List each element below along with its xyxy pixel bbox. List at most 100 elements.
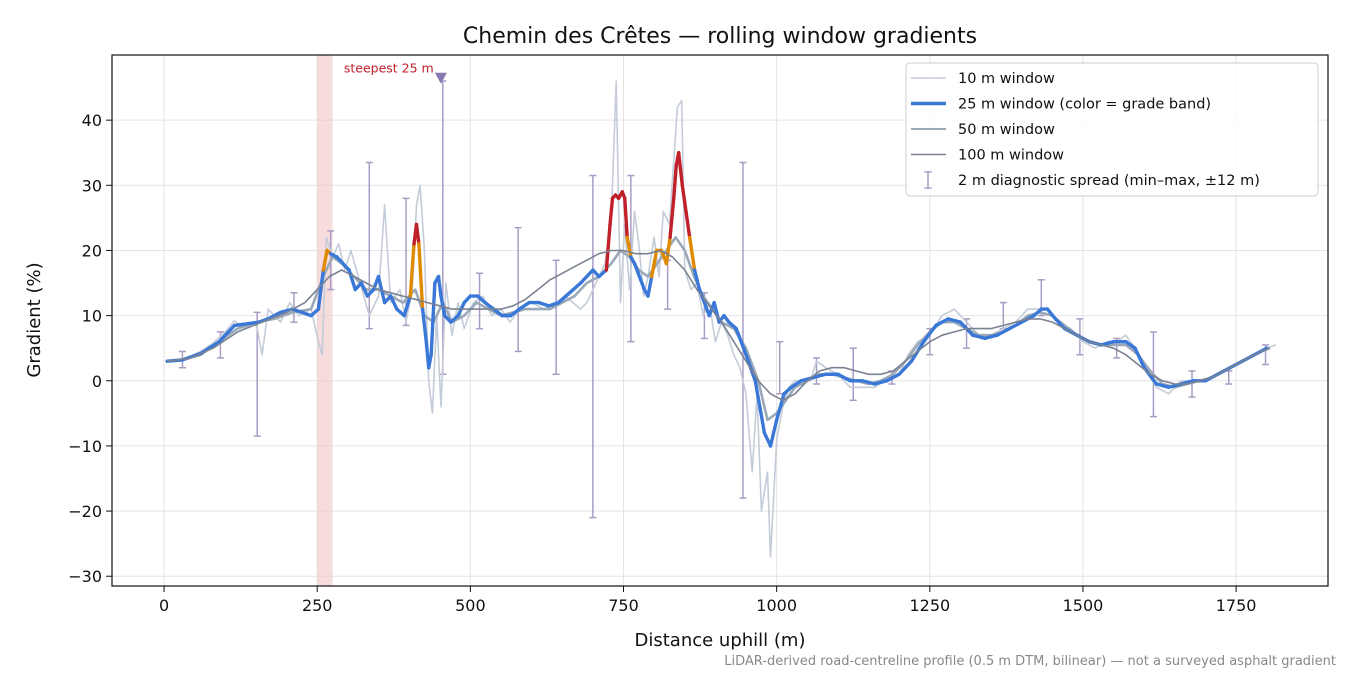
- series-25m-segment-27: [402, 294, 413, 318]
- errorbar-9: [514, 226, 522, 353]
- series-25m-segment-129: [1133, 346, 1146, 370]
- series-25m-segment-3: [217, 323, 237, 344]
- series-25m-segment-66: [623, 196, 629, 240]
- errorbar-8: [476, 272, 484, 330]
- series-25m-segment-105: [860, 379, 877, 386]
- series-25m-segment-20: [359, 281, 370, 298]
- legend-label-1: 25 m window (color = grade band): [958, 97, 1211, 113]
- footnote: LiDAR-derived road-centreline profile (0…: [724, 654, 1336, 669]
- steepest-marker: [434, 72, 447, 84]
- legend-entry-2: 50 m window: [911, 122, 1055, 138]
- x-tick-label-4: 1000: [756, 596, 797, 615]
- legend-entry-4: 2 m diagnostic spread (min–max, ±12 m): [924, 171, 1260, 189]
- series-25m-segment-76: [664, 235, 672, 266]
- legend-entry-3: 100 m window: [911, 148, 1064, 164]
- series-line-100m: [167, 249, 1271, 402]
- series-25m-segment-116: [995, 326, 1012, 337]
- series-25m-segment-30: [414, 222, 421, 246]
- series-25m-segment-28: [408, 242, 416, 298]
- x-tick-label-5: 1250: [909, 596, 950, 615]
- plot-frame: [111, 54, 1329, 587]
- series-25m-segment-23: [376, 274, 387, 305]
- series-25m-segment-51: [537, 300, 551, 308]
- y-axis-ticks: −30 −20 −10 0 10 20 30 40: [68, 111, 112, 586]
- series-25m-segment-114: [970, 333, 987, 341]
- x-tick-label-2: 500: [455, 596, 486, 615]
- series-25m-segment-52: [547, 300, 561, 308]
- x-tick-label-7: 1750: [1216, 596, 1257, 615]
- errorbar-10: [552, 259, 560, 376]
- errorbar-15: [739, 161, 747, 499]
- legend-label-0: 10 m window: [958, 71, 1055, 87]
- legend-entry-1: 25 m window (color = grade band): [911, 97, 1211, 113]
- series-25m-segment-77: [668, 196, 676, 240]
- series-25m-segment-37: [436, 274, 443, 298]
- series-25m-segment-4: [232, 321, 252, 328]
- legend: 10 m window 25 m window (color = grade ba…: [905, 62, 1319, 197]
- series-25m-segment-110: [921, 323, 938, 344]
- chart-title: Chemin des Crêtes — rolling window gradi…: [463, 24, 977, 49]
- series-25m-segment-106: [872, 379, 889, 386]
- series-25m-segment-18: [347, 268, 357, 292]
- errorbar-2: [253, 311, 261, 437]
- legend-box: [905, 62, 1319, 197]
- y-tick-label-2: −10: [68, 437, 102, 456]
- series-25m-segment-128: [1124, 339, 1137, 350]
- series-25m-segment-49: [517, 300, 531, 311]
- series-lines: [165, 80, 1277, 558]
- x-tick-label-1: 250: [302, 596, 333, 615]
- legend-entry-0: 10 m window: [911, 71, 1055, 87]
- x-axis-label: Distance uphill (m): [635, 630, 806, 651]
- steepest-window-band: [317, 55, 333, 586]
- series-25m-segment-35: [429, 281, 437, 357]
- errorbar-18: [849, 347, 857, 402]
- series-25m-segment-115: [983, 333, 999, 341]
- series-25m-segment-84: [692, 268, 702, 292]
- series-25m-segment-46: [491, 307, 504, 318]
- series-25m-segment-107: [885, 372, 901, 383]
- legend-swatch-4: [924, 171, 932, 189]
- series-25m-segment-111: [934, 317, 950, 328]
- series-25m-segment-82: [684, 209, 692, 240]
- series-25m-segment-121: [1045, 307, 1058, 321]
- series-25m-segment-70: [637, 274, 647, 292]
- series-25m-segment-78: [672, 164, 678, 201]
- series-25m-segment-60: [604, 222, 612, 272]
- x-tick-label-0: 0: [159, 596, 169, 615]
- series-25m-segment-12: [316, 268, 326, 311]
- steepest-annotation-group: steepest 25 m: [344, 61, 447, 84]
- series-25m-segment-31: [417, 242, 425, 311]
- series-25m-segment-96: [768, 418, 779, 448]
- series-25m-segment-83: [687, 235, 697, 272]
- series-25m-segment-32: [420, 307, 428, 344]
- y-tick-label-7: 40: [82, 111, 102, 130]
- series-25m-segment-25: [389, 294, 399, 311]
- x-axis-ticks: 0 250 500 750 1000 1250 1500 1750: [159, 586, 1256, 615]
- x-tick-label-3: 750: [608, 596, 639, 615]
- series-25m-segment-73: [649, 248, 659, 279]
- series-25m-segment-126: [1099, 339, 1116, 347]
- series-line-10m: [166, 80, 1277, 558]
- y-tick-label-4: 10: [82, 307, 102, 326]
- series-25m-segment-48: [509, 307, 522, 318]
- series-25m-segment-80: [676, 151, 685, 188]
- errorbar-16: [776, 340, 784, 395]
- errorbar-11: [589, 174, 597, 519]
- series-25m-segment-97: [774, 392, 786, 422]
- y-tick-label-1: −20: [68, 502, 102, 521]
- series-25m-segment-13: [321, 248, 329, 272]
- series-25m-segment-117: [1007, 320, 1024, 331]
- series-25m-segment-94: [753, 379, 767, 435]
- series-25m-segment-61: [608, 196, 615, 227]
- y-tick-label-3: 0: [92, 372, 102, 391]
- series-25m-segment-81: [680, 183, 688, 214]
- series-25m-segment-101: [811, 372, 828, 380]
- series-25m-segment-103: [836, 372, 852, 383]
- series-25m-segment-34: [427, 353, 433, 370]
- y-tick-label-0: −30: [68, 567, 102, 586]
- series-25m-segment-112: [946, 317, 963, 324]
- x-tick-label-6: 1500: [1063, 596, 1104, 615]
- series-25m-segment-7: [266, 310, 283, 321]
- legend-label-4: 2 m diagnostic spread (min–max, ±12 m): [958, 173, 1260, 189]
